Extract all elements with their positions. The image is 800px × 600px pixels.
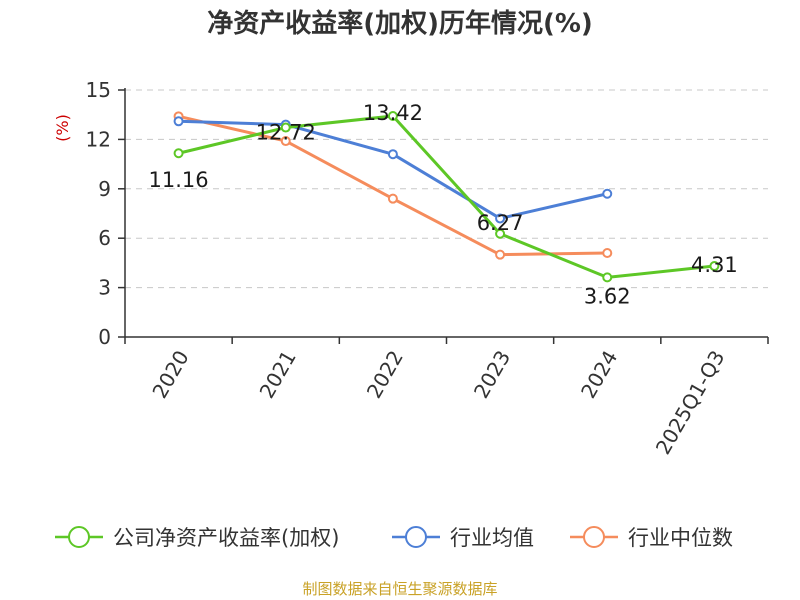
legend-label-2: 行业中位数 xyxy=(628,526,733,550)
legend-marker-1 xyxy=(405,526,427,548)
y-tick-label-1: 3 xyxy=(98,276,111,300)
legend-label-1: 行业均值 xyxy=(450,526,534,550)
x-tick-labels: 2020 2021 2022 2023 2024 2025Q1-Q3 xyxy=(147,346,729,458)
series-0-point-5 xyxy=(709,261,720,272)
series-0-point-3 xyxy=(495,228,506,239)
series-1-point-0 xyxy=(173,116,184,127)
legend: 公司净资产收益率(加权) 行业均值 行业中位数 xyxy=(55,526,733,550)
x-tick-label-4: 2024 xyxy=(576,346,622,402)
y-tick-label-3: 9 xyxy=(98,177,111,201)
data-label-5: 4.31 xyxy=(691,253,738,277)
x-tick-label-2: 2022 xyxy=(362,346,408,402)
series-0-point-4 xyxy=(602,272,613,283)
series-2-point-1 xyxy=(280,136,291,147)
grid-lines xyxy=(125,89,768,289)
series-line-1 xyxy=(178,119,608,220)
series-0-point-2 xyxy=(387,111,398,122)
x-tick-label-3: 2023 xyxy=(469,346,515,402)
legend-marker-0 xyxy=(68,526,90,548)
series-group xyxy=(173,111,720,283)
y-tick-labels: 0 3 6 9 12 15 xyxy=(86,78,111,349)
series-2-point-3 xyxy=(495,249,506,260)
legend-label-0: 公司净资产收益率(加权) xyxy=(113,526,339,550)
series-0-point-0 xyxy=(173,148,184,159)
axes xyxy=(118,88,769,344)
series-0-point-1 xyxy=(280,122,291,133)
chart-title: 净资产收益率(加权)历年情况(%) xyxy=(207,8,593,39)
y-tick-label-2: 6 xyxy=(98,226,111,250)
series-2-point-4 xyxy=(602,248,613,259)
series-1-point-2 xyxy=(387,149,398,160)
source-note: 制图数据来自恒生聚源数据库 xyxy=(302,580,497,598)
data-label-3: 6.27 xyxy=(477,211,524,235)
x-tick-label-5: 2025Q1-Q3 xyxy=(651,346,730,458)
x-tick-label-1: 2021 xyxy=(255,346,301,402)
data-labels: 11.16 12.72 13.42 6.27 3.62 4.31 xyxy=(149,101,738,308)
y-axis-label: (%) xyxy=(53,114,72,142)
y-tick-label-4: 12 xyxy=(86,127,111,151)
data-label-0: 11.16 xyxy=(149,168,209,192)
series-2-point-2 xyxy=(387,193,398,204)
y-tick-label-0: 0 xyxy=(98,325,111,349)
series-line-0 xyxy=(178,114,715,279)
data-label-2: 13.42 xyxy=(363,101,423,125)
x-tick-label-0: 2020 xyxy=(147,346,193,402)
series-1-point-3 xyxy=(495,213,506,224)
legend-marker-2 xyxy=(583,526,605,548)
series-1-point-4 xyxy=(602,188,613,199)
data-label-4: 3.62 xyxy=(584,284,631,308)
y-tick-label-5: 15 xyxy=(86,78,111,102)
data-label-1: 12.72 xyxy=(256,121,316,145)
